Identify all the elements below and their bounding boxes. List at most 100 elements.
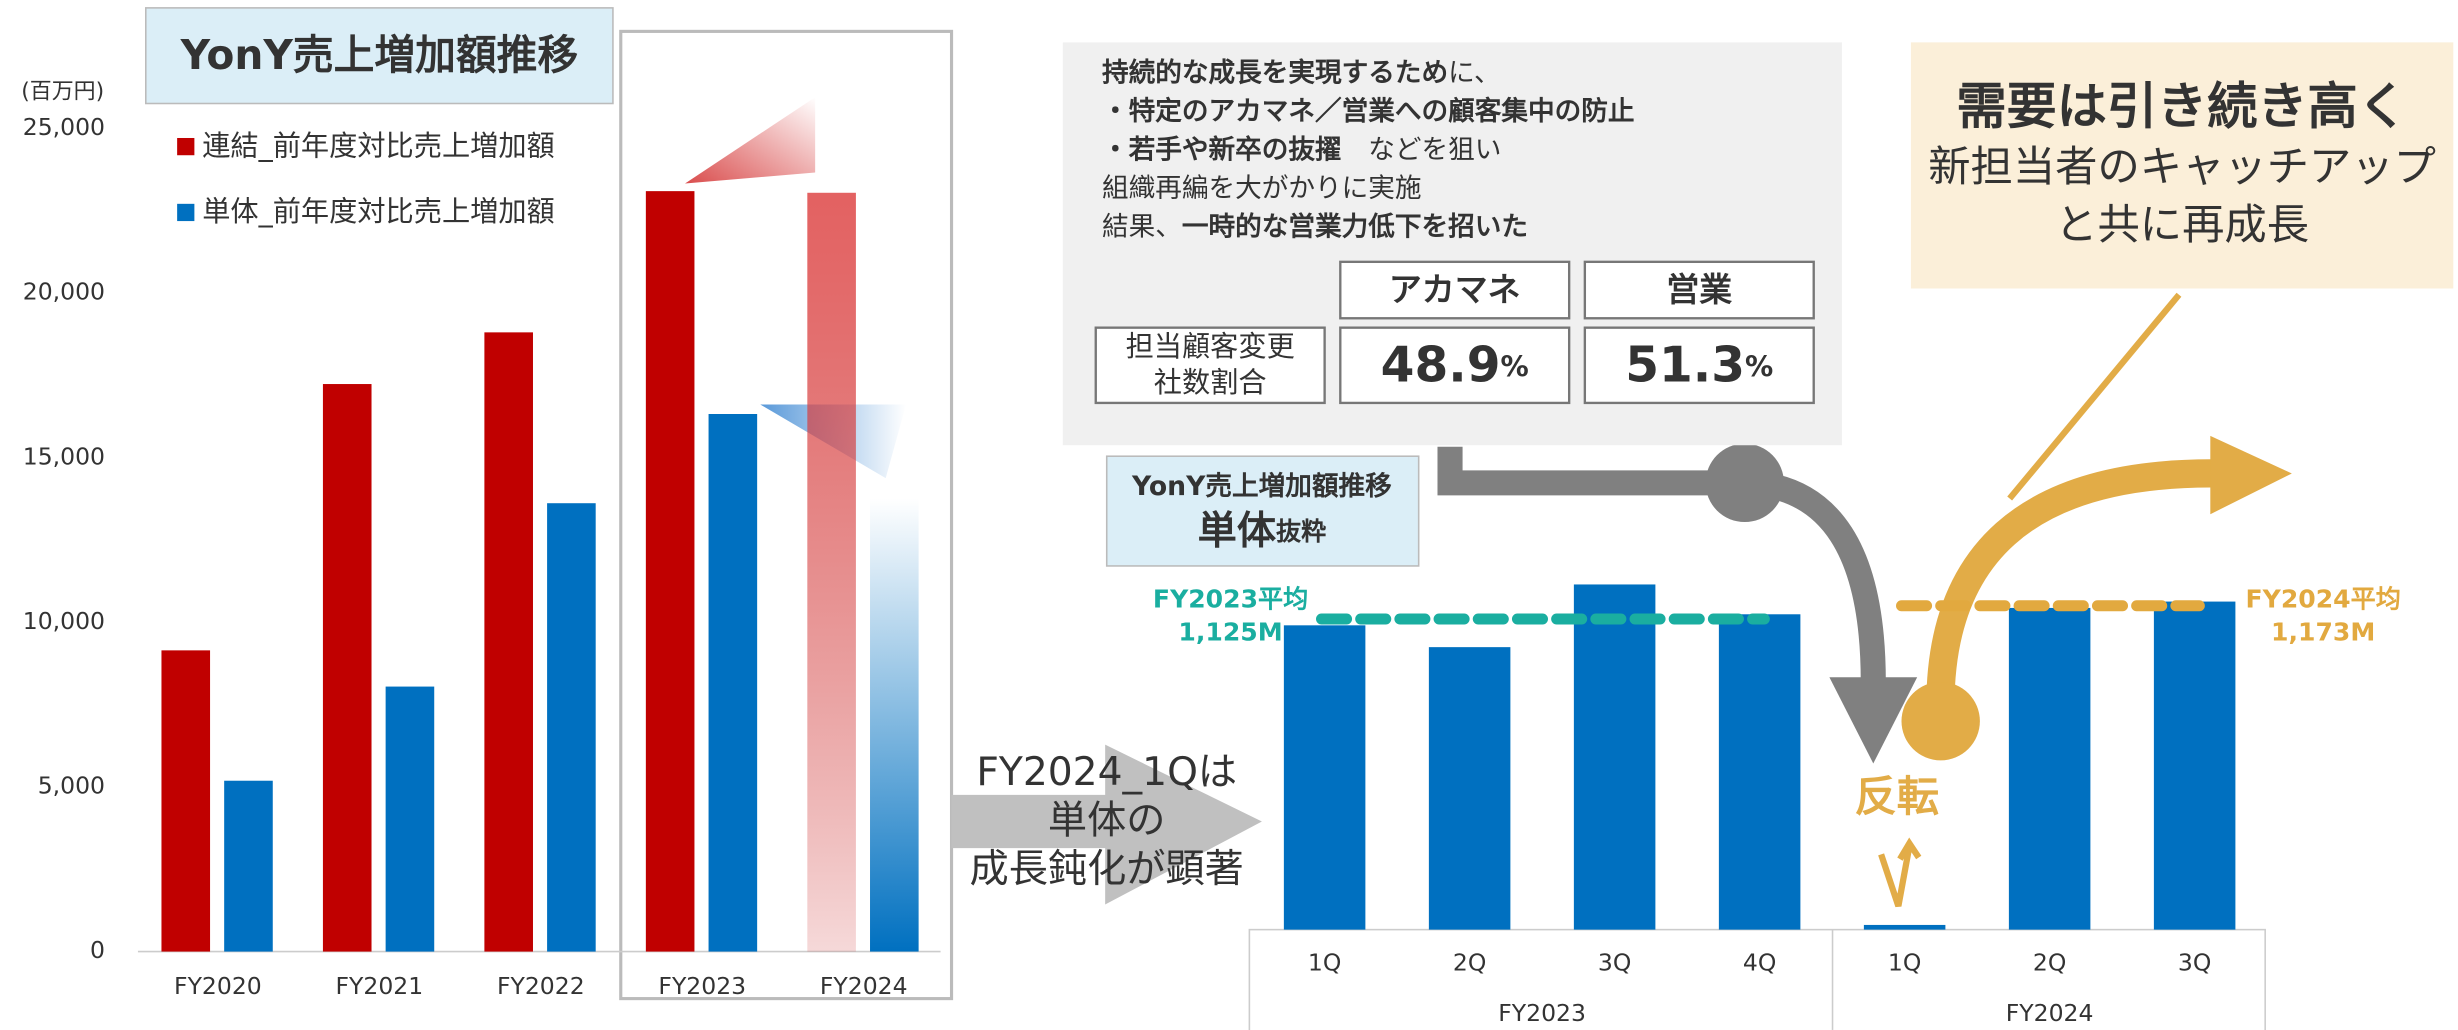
note-segment: ・特定のアカマネ／営業への顧客集中の防止	[1102, 96, 1634, 127]
group-label: FY2023	[1498, 999, 1586, 1027]
legend-swatch	[177, 137, 195, 156]
table-value: 48.9%	[1381, 337, 1529, 393]
x-tick-label: 3Q	[2178, 949, 2211, 977]
table-header-cell	[1339, 260, 1571, 320]
arrow-head	[2210, 435, 2292, 515]
demand-line: 新担当者のキャッチアップ	[1928, 142, 2436, 191]
table-value: 51.3%	[1625, 337, 1773, 393]
note-segment: などを狙い	[1342, 134, 1502, 165]
x-tick-label: 3Q	[1598, 949, 1631, 977]
bar	[484, 332, 533, 952]
average-label: FY2024平均	[2246, 584, 2401, 613]
note-segment: ・若手や新卒の抜擢	[1102, 134, 1342, 165]
y-tick-label: 25,000	[23, 113, 105, 141]
table-row-header: 担当顧客変更	[1126, 330, 1295, 363]
chart-title: YonY売上増加額推移	[180, 31, 579, 79]
bar	[1428, 647, 1511, 930]
table-header: 営業	[1666, 270, 1732, 309]
note-segment: 結果、	[1102, 211, 1182, 242]
bar	[224, 780, 273, 952]
group-label: FY2024	[2006, 999, 2094, 1027]
note-segment: 組織再編を大がかりに実施	[1102, 172, 1421, 203]
note-segment: 一時的な営業力低下を招いた	[1182, 211, 1528, 242]
average-value-label: 1,173M	[2271, 617, 2375, 646]
bar	[385, 686, 435, 952]
value: 51.3	[1625, 337, 1745, 393]
chart-subtitle: 単体抜粋	[1198, 509, 1327, 554]
unit: %	[1501, 350, 1529, 383]
decor-triangle	[685, 97, 816, 184]
bar	[2153, 601, 2236, 930]
demand-title: 需要は引き続き高く	[1956, 76, 2407, 135]
x-tick-label: 1Q	[1308, 949, 1341, 977]
x-tick-label: FY2023	[658, 972, 746, 1000]
category-frame	[1248, 928, 2266, 1030]
x-tick-label: 2Q	[2033, 949, 2066, 977]
bar	[1573, 584, 1656, 930]
y-tick-label: 20,000	[23, 278, 105, 306]
x-tick-label: FY2021	[336, 972, 424, 1000]
left-chart: YonY売上増加額推移 (百万円) 0 5,000 10,000 15,000 20,0…	[21, 7, 954, 1001]
bar	[1863, 924, 1946, 930]
annotation: 反転	[1854, 772, 1939, 821]
callout-text: 成長鈍化が顕著	[970, 847, 1244, 892]
bar	[1718, 614, 1801, 930]
table-header-cell	[1583, 260, 1815, 320]
note-line: ・若手や新卒の抜擢 などを狙い	[1102, 134, 1501, 165]
unit-label: (百万円)	[21, 80, 104, 105]
title-box	[145, 7, 614, 105]
table-row-header-cell	[1094, 326, 1326, 405]
bar	[161, 650, 211, 952]
right-chart: YonY売上増加額推移 単体抜粋 反転 1Q 2Q 3Q 4Q 1Q 2Q 3Q FY2023…	[1105, 292, 2401, 1030]
x-tick-label: FY2024	[820, 972, 908, 1000]
table-cell	[1583, 326, 1815, 405]
x-tick-label: 2Q	[1453, 949, 1486, 977]
bar	[870, 498, 919, 952]
title-box	[1105, 455, 1420, 567]
highlight-frame	[619, 29, 954, 1001]
chart-title: YonY売上増加額推移	[1131, 471, 1392, 502]
table-row-header: 社数割合	[1154, 366, 1267, 399]
arrow	[1926, 459, 2219, 722]
note-line: 持続的な成長を実現するために、	[1102, 57, 1501, 88]
bar	[645, 191, 695, 952]
subtitle-suffix: 抜粋	[1276, 517, 1326, 546]
x-tick-label: 4Q	[1743, 949, 1776, 977]
note-line: ・特定のアカマネ／営業への顧客集中の防止	[1102, 96, 1634, 127]
bar	[2008, 607, 2091, 930]
y-tick-label: 15,000	[23, 442, 105, 470]
arrow-dot	[1901, 681, 1980, 761]
unit: %	[1745, 350, 1773, 383]
value: 48.9	[1381, 337, 1501, 393]
note-line: 結果、一時的な営業力低下を招いた	[1102, 211, 1528, 242]
arrow	[1437, 446, 1886, 682]
note-line: 組織再編を大がかりに実施	[1102, 172, 1421, 203]
arrow-dot	[1705, 443, 1784, 523]
average-value-label: 1,125M	[1178, 617, 1282, 646]
callout-arrow	[951, 744, 1262, 905]
table-cell	[1339, 326, 1571, 405]
y-tick-label: 0	[90, 936, 105, 964]
x-tick-label: FY2020	[174, 972, 262, 1000]
callout-text: 単体の	[1048, 799, 1166, 844]
legend-swatch	[177, 203, 195, 222]
demand-line: と共に再成長	[2055, 200, 2309, 249]
demand-box	[1910, 42, 2454, 289]
bar	[708, 413, 758, 952]
note-segment: に、	[1448, 57, 1500, 88]
callout-text: FY2024_1Qは	[976, 750, 1237, 795]
average-label: FY2023平均	[1153, 584, 1308, 613]
y-tick-label: 10,000	[23, 607, 105, 635]
bar	[807, 192, 856, 952]
bar	[547, 503, 596, 952]
bar	[1283, 625, 1366, 930]
pointer-line	[2007, 292, 2182, 501]
note-segment: 持続的な成長を実現するため	[1102, 57, 1448, 88]
arrow-head	[1829, 677, 1918, 764]
bar	[322, 384, 372, 952]
y-tick-label: 5,000	[38, 771, 105, 799]
table-header: アカマネ	[1389, 270, 1521, 309]
small-arrow	[1878, 837, 1922, 908]
x-tick-label: 1Q	[1888, 949, 1921, 977]
